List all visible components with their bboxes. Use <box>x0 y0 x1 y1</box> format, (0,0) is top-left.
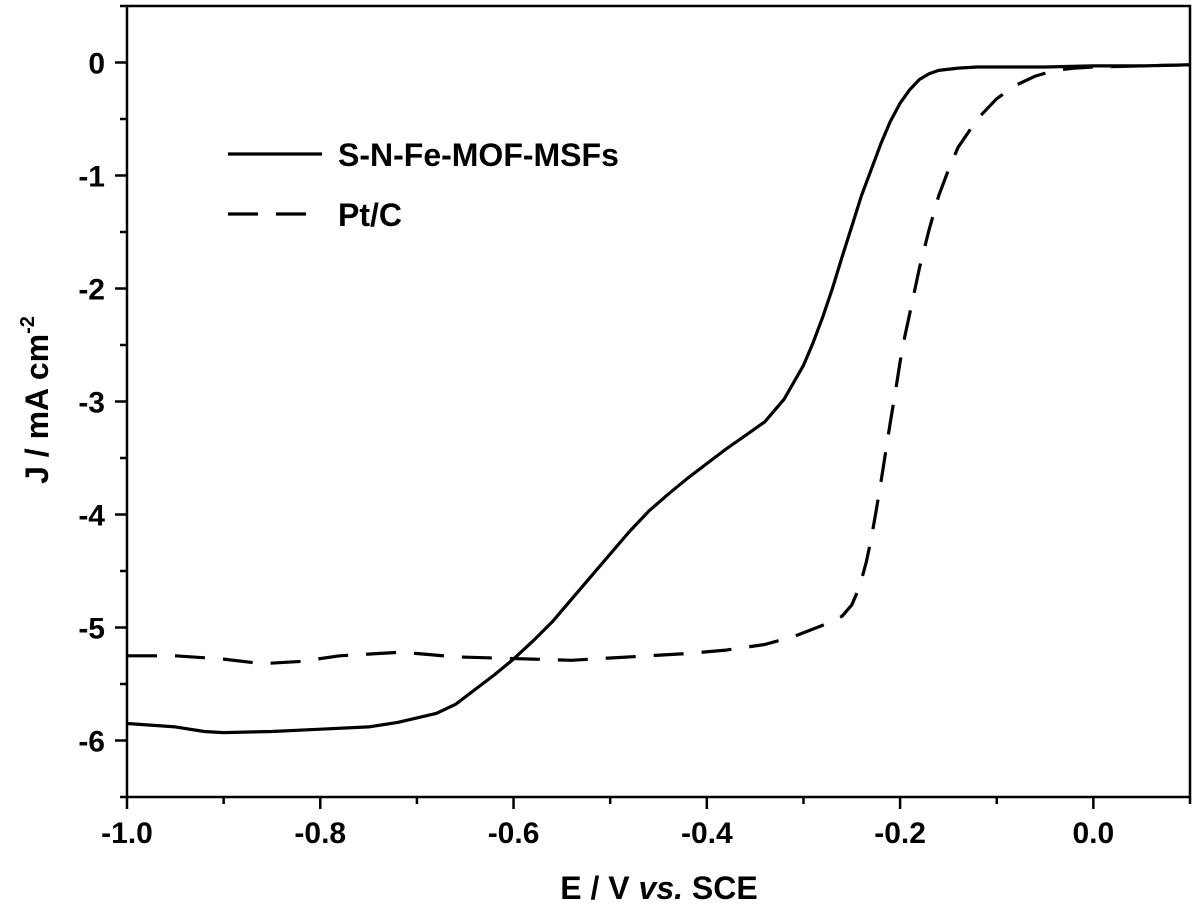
y-axis-title-sup: -2 <box>17 316 39 334</box>
x-axis-title-suffix: SCE <box>683 870 758 906</box>
y-tick-label: -3 <box>78 387 105 420</box>
x-tick-label: 0.0 <box>1073 817 1115 850</box>
x-axis-title: E / V vs. SCE <box>560 870 757 906</box>
y-tick-label: -6 <box>78 726 105 759</box>
legend-label-1: S-N-Fe-MOF-MSFs <box>338 137 619 173</box>
y-axis-title-main: J / mA cm <box>19 334 55 484</box>
y-tick-label: -1 <box>78 161 105 194</box>
series-line-1 <box>126 63 1191 735</box>
x-tick-label: -1.0 <box>101 817 153 850</box>
y-tick-label: -5 <box>78 613 105 646</box>
legend-label-2: Pt/C <box>338 197 402 233</box>
x-axis-title-prefix: E / V <box>560 870 638 906</box>
x-tick-label: -0.4 <box>681 817 733 850</box>
x-tick-label: -0.2 <box>874 817 926 850</box>
series-layer <box>126 63 1191 735</box>
axes-layer: -1.0 -0.8 -0.6 -0.4 -0.2 0.0 0 -1 -2 -3 -4 -5 -6 <box>78 4 1192 850</box>
legend: S-N-Fe-MOF-MSFs Pt/C <box>228 137 619 233</box>
y-axis-title: J / mA cm-2 <box>17 316 55 484</box>
y-tick-label: 0 <box>88 48 105 81</box>
x-tick-label: -0.6 <box>488 817 540 850</box>
plot-frame <box>125 4 1192 799</box>
y-tick-label: -4 <box>78 500 105 533</box>
series-line-2 <box>127 63 1191 666</box>
x-tick-label: -0.8 <box>294 817 346 850</box>
y-tick-label: -2 <box>78 274 105 307</box>
x-axis-title-italic: vs. <box>639 870 683 906</box>
